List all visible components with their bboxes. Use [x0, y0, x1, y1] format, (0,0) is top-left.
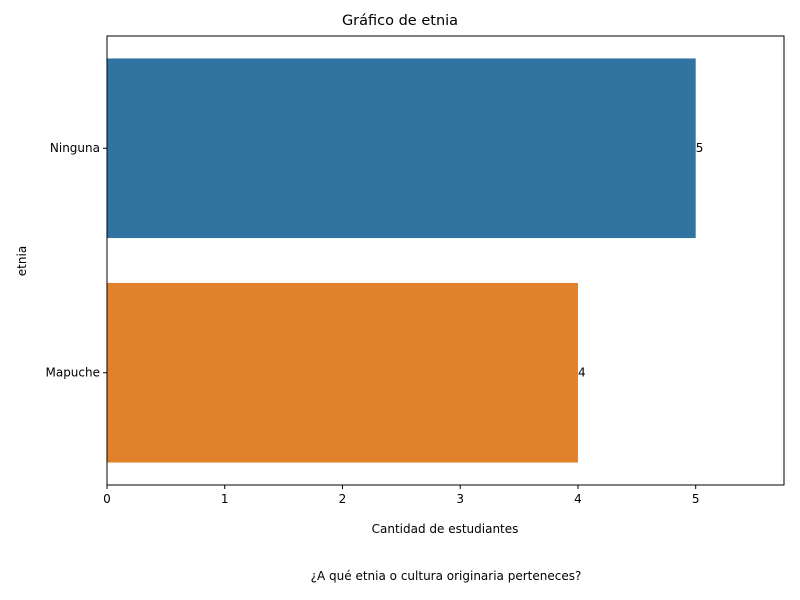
- chart-caption: ¿A qué etnia o cultura originaria perten…: [310, 569, 582, 583]
- x-tick-label: 3: [456, 492, 464, 506]
- bar-value-label: 4: [578, 365, 586, 379]
- x-axis-title: Cantidad de estudiantes: [371, 522, 519, 536]
- x-tick-label: 4: [574, 492, 582, 506]
- x-tick-label: 0: [103, 492, 111, 506]
- y-tick-label: Mapuche: [45, 365, 100, 379]
- y-axis-title: etnia: [15, 245, 29, 277]
- x-tick-label: 2: [339, 492, 347, 506]
- x-tick-label: 1: [221, 492, 229, 506]
- x-tick-label: 5: [692, 492, 700, 506]
- bar: [107, 58, 696, 239]
- plot-frame: [106, 35, 785, 486]
- bar-value-label: 5: [696, 141, 704, 155]
- y-tick-label: Ninguna: [50, 141, 100, 155]
- chart-title: Gráfico de etnia: [341, 13, 459, 29]
- bar: [107, 282, 578, 463]
